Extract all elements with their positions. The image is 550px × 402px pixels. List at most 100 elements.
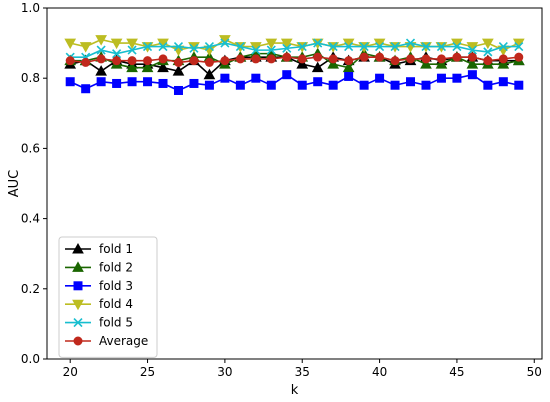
data-point: [296, 58, 309, 69]
legend-marker: [72, 299, 84, 311]
data-point: [311, 61, 324, 73]
data-point: [158, 54, 168, 64]
data-point: [158, 42, 168, 52]
data-point: [467, 52, 477, 62]
legend-entry: Average: [65, 334, 148, 348]
data-point: [390, 56, 400, 66]
data-point: [467, 70, 477, 80]
data-point: [436, 73, 446, 83]
data-point: [498, 42, 508, 52]
y-tick-label: 0.2: [21, 282, 40, 296]
data-point: [452, 73, 462, 83]
data-point: [112, 78, 122, 88]
data-point: [313, 77, 323, 87]
data-point: [96, 77, 106, 87]
data-point: [251, 45, 261, 55]
data-point: [327, 58, 340, 69]
data-point: [436, 42, 447, 52]
data-point: [497, 58, 510, 69]
legend-entry: fold 5: [65, 316, 133, 330]
data-point: [375, 42, 385, 52]
data-point: [514, 42, 524, 52]
y-axis-ticks: 0.0 0.2 0.4 0.6 0.8 1.0: [21, 1, 47, 366]
legend-label: fold 4: [99, 297, 133, 311]
data-point: [204, 57, 214, 67]
x-tick-label: 40: [372, 365, 387, 379]
x-tick-label: 25: [140, 365, 155, 379]
legend-label: fold 2: [99, 260, 133, 274]
data-point: [375, 73, 385, 83]
data-point: [483, 56, 493, 66]
data-point: [452, 42, 462, 52]
data-point: [421, 54, 431, 64]
data-point: [110, 38, 123, 50]
x-tick-label: 30: [217, 365, 232, 379]
series-4: [65, 38, 524, 62]
data-point: [235, 80, 245, 90]
series-3: [64, 35, 525, 57]
data-point: [142, 42, 153, 52]
x-tick-label: 35: [295, 365, 310, 379]
data-point: [189, 78, 199, 88]
y-tick-label: 1.0: [21, 1, 40, 15]
data-point: [421, 80, 431, 90]
y-tick-label: 0.4: [21, 212, 40, 226]
data-point: [204, 80, 214, 90]
data-point: [297, 80, 307, 90]
data-point: [96, 54, 106, 64]
data-point: [173, 42, 184, 52]
legend-entry: fold 4: [65, 297, 133, 311]
data-point: [297, 54, 307, 64]
data-point: [203, 68, 216, 80]
data-point: [173, 57, 183, 67]
data-point: [65, 56, 75, 66]
data-point: [282, 70, 292, 80]
data-point: [390, 42, 400, 52]
data-point: [435, 58, 448, 69]
data-point: [235, 54, 245, 64]
data-point: [359, 42, 369, 52]
data-point: [344, 42, 354, 52]
data-point: [112, 49, 122, 59]
data-point: [158, 78, 168, 88]
data-point: [173, 85, 183, 95]
legend-label: fold 1: [99, 242, 133, 256]
data-point: [375, 52, 385, 62]
y-tick-label: 0.0: [21, 352, 40, 366]
data-point: [141, 61, 154, 73]
data-point: [328, 54, 338, 64]
data-point: [266, 80, 276, 90]
data-point: [95, 65, 107, 76]
series-layer: [64, 35, 525, 95]
data-point: [127, 77, 137, 87]
data-point: [280, 38, 293, 50]
data-point: [344, 71, 354, 81]
data-point: [514, 80, 524, 90]
data-point: [143, 77, 153, 87]
data-point: [235, 42, 245, 52]
data-point: [406, 77, 416, 87]
data-point: [81, 57, 91, 67]
data-point: [143, 56, 153, 66]
legend-entry: fold 1: [65, 242, 133, 256]
data-point: [313, 52, 323, 62]
y-tick-label: 0.6: [21, 141, 40, 155]
data-point: [79, 42, 92, 53]
data-point: [498, 54, 508, 64]
data-point: [126, 38, 138, 50]
data-point: [467, 45, 477, 55]
data-point: [127, 45, 137, 55]
data-point: [342, 61, 355, 73]
legend-marker: [73, 318, 83, 328]
data-point: [112, 56, 122, 66]
series-2: [65, 70, 524, 95]
data-point: [390, 80, 400, 90]
data-point: [127, 56, 137, 66]
data-point: [498, 77, 508, 87]
plot-frame: [46, 7, 543, 360]
data-point: [81, 84, 91, 94]
data-point: [282, 52, 292, 62]
data-point: [482, 38, 494, 50]
data-point: [220, 73, 230, 83]
x-tick-label: 45: [449, 365, 464, 379]
